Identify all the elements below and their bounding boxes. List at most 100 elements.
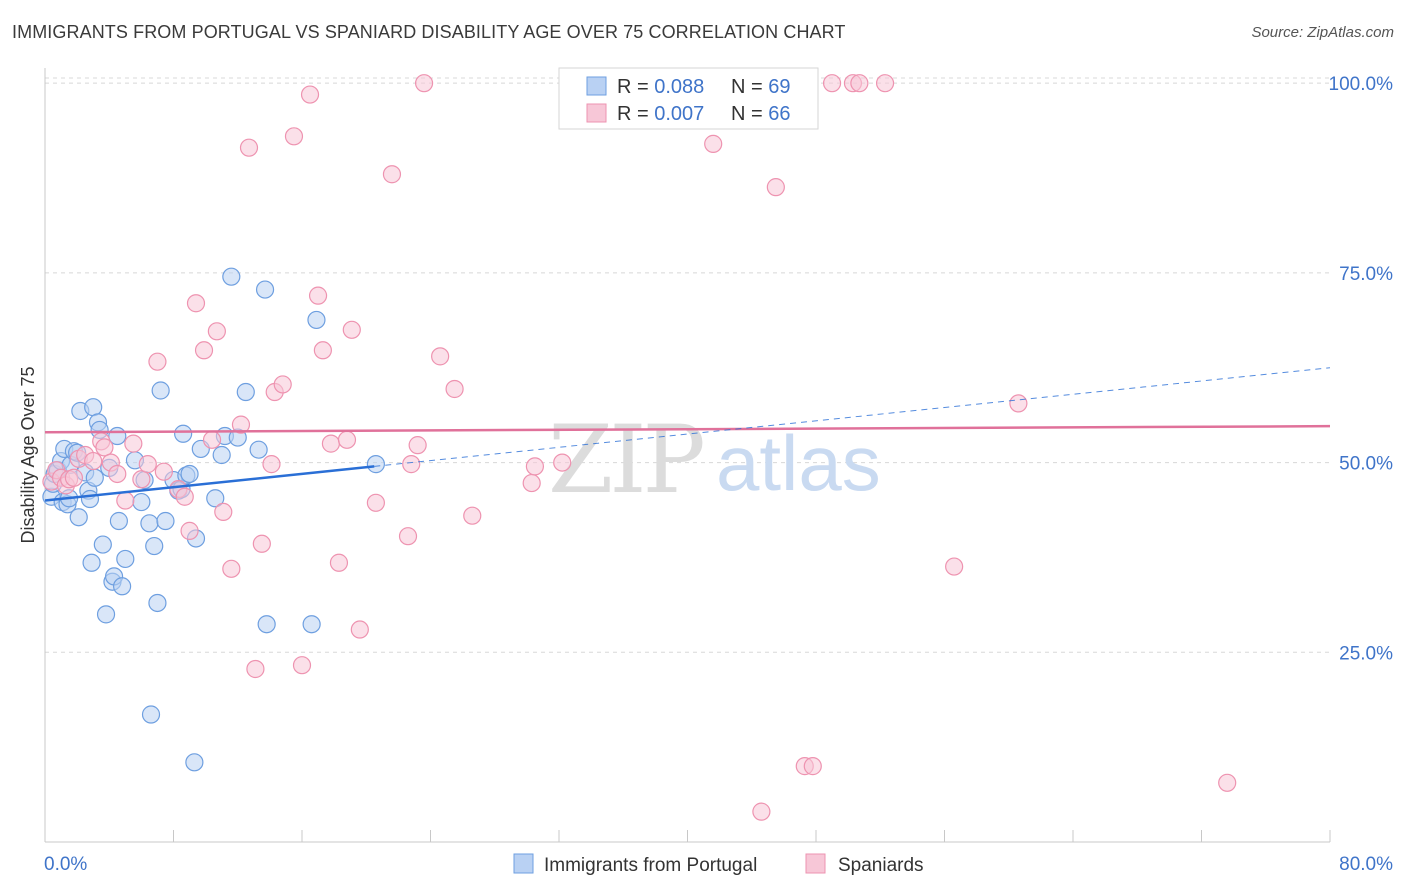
y-tick-label: 75.0%: [1339, 264, 1393, 285]
axis-layer: [44, 68, 1331, 843]
point-portugal: [249, 440, 268, 459]
point-portugal: [80, 489, 100, 509]
bottom-legend-label-spaniards: Spaniards: [838, 855, 924, 876]
point-spaniards: [766, 178, 785, 197]
point-spaniards: [207, 322, 226, 341]
point-portugal: [366, 455, 385, 474]
point-spaniards: [342, 320, 361, 339]
trendline-spaniards: [44, 424, 1331, 434]
y-axis-label: Disability Age Over 75: [18, 366, 38, 543]
point-portugal: [140, 514, 159, 533]
point-spaniards: [186, 294, 206, 313]
point-spaniards: [300, 85, 320, 104]
source-label: Source: ZipAtlas.com: [1251, 24, 1394, 41]
point-spaniards: [522, 473, 541, 493]
point-portugal: [151, 381, 170, 400]
chart-title: IMMIGRANTS FROM PORTUGAL VS SPANIARD DIS…: [12, 22, 846, 42]
legend-n-value-1: 69: [768, 76, 790, 98]
point-spaniards: [252, 534, 271, 553]
point-spaniards: [850, 74, 869, 93]
point-spaniards: [95, 438, 114, 457]
point-spaniards: [202, 430, 222, 449]
point-spaniards: [194, 341, 214, 360]
point-spaniards: [308, 286, 328, 305]
point-spaniards: [321, 434, 341, 453]
point-spaniards: [239, 138, 259, 157]
point-spaniards: [414, 74, 434, 93]
point-spaniards: [154, 462, 173, 481]
point-spaniards: [180, 521, 199, 540]
point-spaniards: [1009, 394, 1028, 413]
point-portugal: [222, 267, 241, 286]
point-portugal: [85, 468, 104, 487]
svg-text:R = 0.088: R = 0.088: [617, 76, 704, 98]
point-spaniards: [337, 430, 357, 449]
point-spaniards: [463, 506, 482, 525]
point-portugal: [96, 605, 116, 624]
legend-n-label-1: N =: [731, 76, 768, 98]
point-portugal: [212, 445, 231, 465]
points-layer: [42, 74, 1237, 821]
point-portugal: [141, 705, 161, 724]
point-spaniards: [214, 502, 233, 522]
point-portugal: [112, 577, 132, 596]
point-spaniards: [398, 527, 418, 546]
point-spaniards: [704, 134, 723, 153]
x-tick-label-min: 0.0%: [44, 854, 87, 875]
point-spaniards: [525, 457, 545, 476]
point-spaniards: [366, 493, 385, 512]
point-portugal: [156, 511, 175, 531]
point-spaniards: [382, 165, 402, 184]
y-tick-label: 100.0%: [1329, 74, 1394, 95]
point-spaniards: [1218, 773, 1237, 792]
point-spaniards: [431, 347, 450, 366]
point-spaniards: [553, 453, 572, 472]
point-spaniards: [284, 127, 304, 146]
point-spaniards: [875, 74, 895, 93]
point-spaniards: [148, 352, 167, 371]
point-portugal: [180, 464, 199, 484]
point-spaniards: [116, 491, 135, 510]
point-portugal: [206, 489, 225, 508]
point-portugal: [84, 398, 103, 417]
point-portugal: [174, 424, 193, 443]
y-tick-label: 50.0%: [1339, 454, 1393, 475]
point-portugal: [148, 593, 167, 613]
svg-text:N = 69: N = 69: [731, 76, 791, 98]
point-spaniards: [84, 451, 103, 471]
point-spaniards: [292, 656, 312, 675]
bottom-legend: Immigrants from Portugal Spaniards: [513, 853, 924, 876]
labels-layer: 25.0% 50.0% 75.0% 100.0% 0.0% 80.0% Disability…: [18, 74, 1393, 875]
watermark-zip: ZIP: [548, 406, 702, 515]
point-spaniards: [175, 487, 194, 506]
point-spaniards: [945, 557, 964, 576]
point-portugal: [132, 492, 151, 512]
point-portugal: [257, 615, 276, 634]
legend-r-value-1: 0.088: [654, 76, 704, 98]
point-spaniards: [752, 802, 771, 821]
point-spaniards: [124, 434, 143, 453]
point-portugal: [302, 615, 321, 634]
point-spaniards: [231, 415, 251, 434]
point-spaniards: [445, 379, 464, 399]
y-tick-label: 25.0%: [1339, 643, 1393, 664]
point-spaniards: [262, 455, 281, 474]
point-spaniards: [350, 620, 369, 639]
point-spaniards: [402, 455, 421, 474]
point-portugal: [109, 511, 128, 531]
trendline-portugal: [44, 465, 375, 502]
bottom-legend-swatch-portugal: [513, 853, 534, 874]
legend-r-label-1: R =: [617, 76, 654, 98]
point-portugal: [82, 553, 101, 572]
point-portugal: [116, 549, 135, 569]
point-portugal: [93, 535, 112, 554]
x-tick-label-max: 80.0%: [1339, 854, 1393, 875]
point-spaniards: [803, 757, 822, 776]
svg-text:N = 66: N = 66: [731, 103, 791, 125]
legend: R = 0.088 N = 69 R = 0.007 N = 66: [558, 67, 819, 130]
point-portugal: [69, 508, 88, 527]
point-spaniards: [246, 659, 265, 679]
point-portugal: [255, 280, 275, 299]
trend-layer: [44, 367, 1331, 502]
bottom-legend-swatch-spaniards: [805, 853, 826, 874]
